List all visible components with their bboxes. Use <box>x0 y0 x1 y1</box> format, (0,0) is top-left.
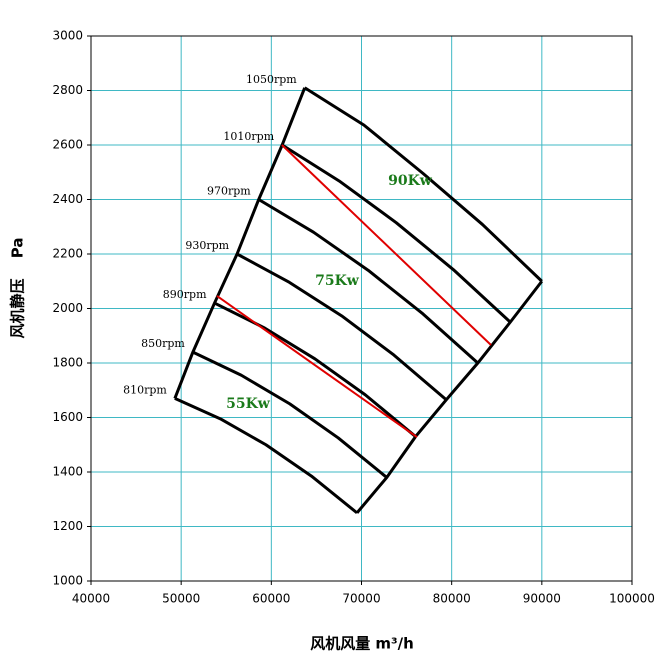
rpm-curve <box>174 397 358 515</box>
x-tick-label: 40000 <box>72 592 110 606</box>
x-tick-label: 60000 <box>252 592 290 606</box>
rpm-curve <box>281 143 512 324</box>
y-tick-label: 1200 <box>52 519 83 533</box>
reference-line <box>216 295 418 438</box>
rpm-label: 930rpm <box>185 239 229 252</box>
rpm-label: 890rpm <box>163 288 207 301</box>
rpm-curve <box>192 350 388 479</box>
y-tick-label: 2800 <box>52 83 83 97</box>
x-tick-label: 90000 <box>523 592 561 606</box>
y-tick-label: 2400 <box>52 192 83 206</box>
rpm-label: 850rpm <box>141 337 185 350</box>
power-label: 55Kw <box>226 396 271 412</box>
y-tick-label: 2600 <box>52 138 83 152</box>
x-axis-title: 风机风量 m³/h <box>310 635 414 653</box>
x-tick-label: 50000 <box>162 592 200 606</box>
x-tick-label: 80000 <box>433 592 471 606</box>
right-boundary <box>355 280 544 514</box>
plot-frame <box>90 35 633 582</box>
rpm-curve <box>303 86 543 283</box>
power-label: 90Kw <box>388 173 433 189</box>
y-axis-title: 风机静压 Pa <box>9 238 27 339</box>
rpm-label: 970rpm <box>207 185 251 198</box>
rpm-curve <box>213 301 417 438</box>
y-tick-label: 2200 <box>52 247 83 261</box>
y-tick-label: 1000 <box>52 574 83 588</box>
y-tick-label: 1800 <box>52 356 83 370</box>
rpm-label: 1050rpm <box>246 73 297 86</box>
rpm-label: 810rpm <box>123 383 167 396</box>
y-tick-label: 2000 <box>52 301 83 315</box>
x-tick-label: 70000 <box>342 592 380 606</box>
rpm-curve <box>257 198 479 365</box>
reference-line <box>281 144 492 346</box>
rpm-curve <box>236 252 448 401</box>
x-tick-label: 100000 <box>609 592 655 606</box>
power-label: 75Kw <box>315 273 360 289</box>
y-tick-label: 1400 <box>52 465 83 479</box>
y-tick-label: 1600 <box>52 410 83 424</box>
rpm-label: 1010rpm <box>223 130 274 143</box>
y-tick-label: 3000 <box>52 29 83 43</box>
